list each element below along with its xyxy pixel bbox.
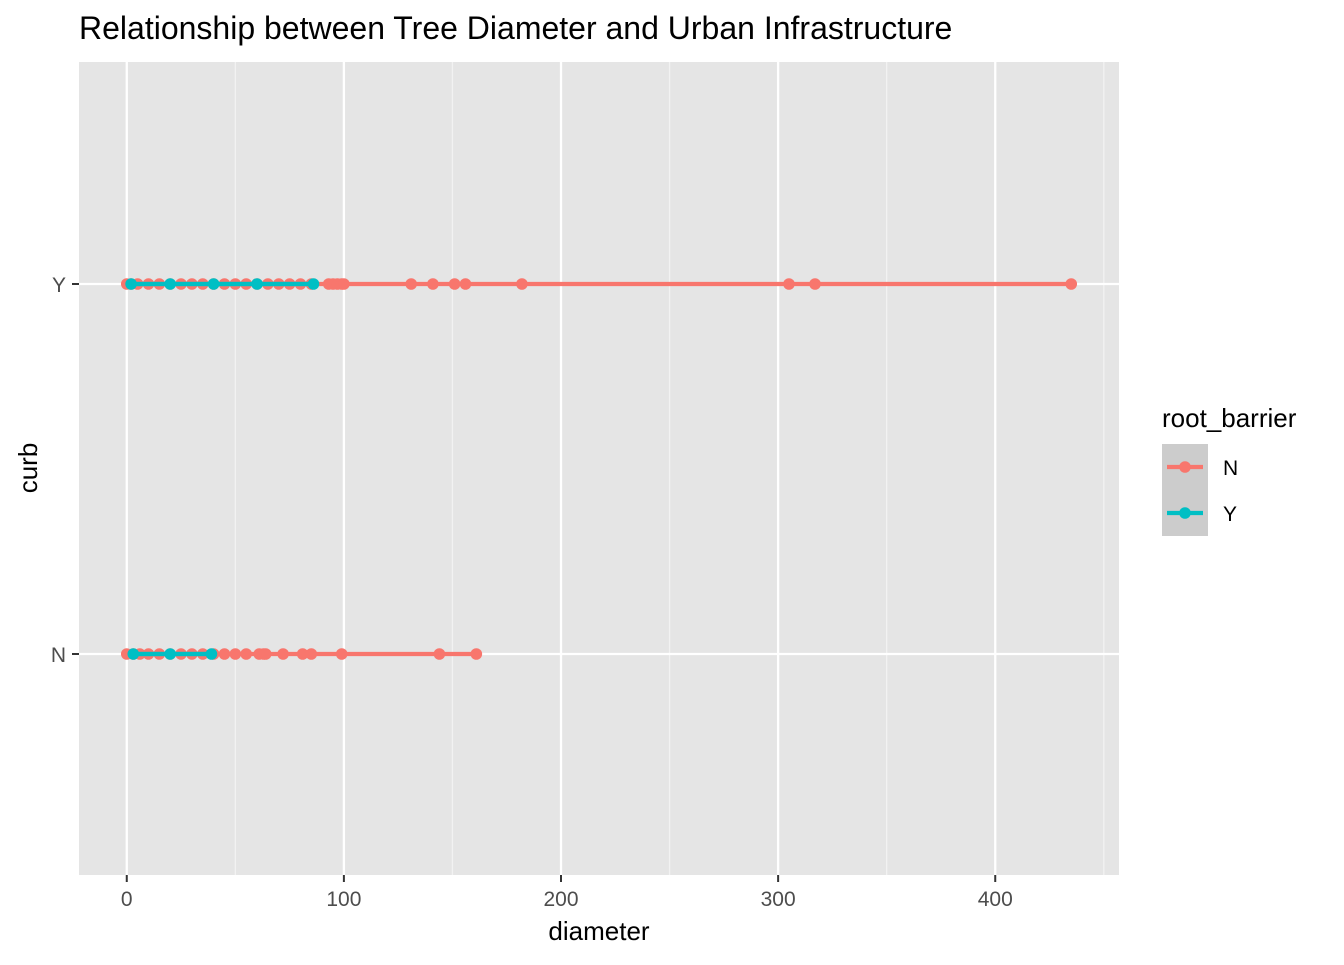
- x-tick-label: 100: [326, 888, 361, 911]
- data-point: [305, 648, 318, 660]
- data-point: [218, 648, 231, 660]
- data-point: [433, 648, 446, 660]
- data-point: [229, 648, 242, 660]
- plot-panel: [79, 62, 1119, 875]
- y-tick-label: N: [51, 644, 66, 667]
- data-point: [277, 648, 289, 660]
- legend-title: root_barrier: [1162, 403, 1297, 433]
- data-point: [470, 648, 483, 660]
- data-point: [1065, 278, 1078, 290]
- data-point: [459, 278, 472, 290]
- data-point: [240, 648, 252, 660]
- chart-title: Relationship between Tree Diameter and U…: [79, 10, 952, 46]
- x-tick-label: 400: [978, 888, 1013, 911]
- legend: root_barrier NY: [1162, 403, 1297, 536]
- y-tick-label: Y: [52, 274, 66, 297]
- data-point: [338, 278, 350, 290]
- axes: 0 100 200 300 400 N Y: [51, 274, 1013, 911]
- series-layer: [120, 278, 1078, 660]
- legend-label: N: [1223, 457, 1238, 480]
- y-axis-title: curb: [13, 443, 43, 494]
- x-tick-label: 200: [543, 888, 578, 911]
- data-point: [516, 278, 528, 290]
- legend-key-point: [1179, 507, 1191, 519]
- x-axis-title: diameter: [548, 916, 649, 946]
- data-point: [296, 648, 309, 660]
- data-point: [809, 278, 821, 290]
- data-point: [335, 648, 348, 660]
- data-point: [448, 278, 461, 290]
- data-point: [783, 278, 795, 290]
- x-tick-label: 300: [761, 888, 796, 911]
- x-tick-label: 0: [121, 888, 133, 911]
- legend-key-point: [1179, 461, 1191, 473]
- data-point: [405, 278, 417, 290]
- data-point: [259, 648, 272, 660]
- legend-items: NY: [1162, 444, 1238, 536]
- legend-label: Y: [1223, 503, 1237, 526]
- data-point: [427, 278, 439, 290]
